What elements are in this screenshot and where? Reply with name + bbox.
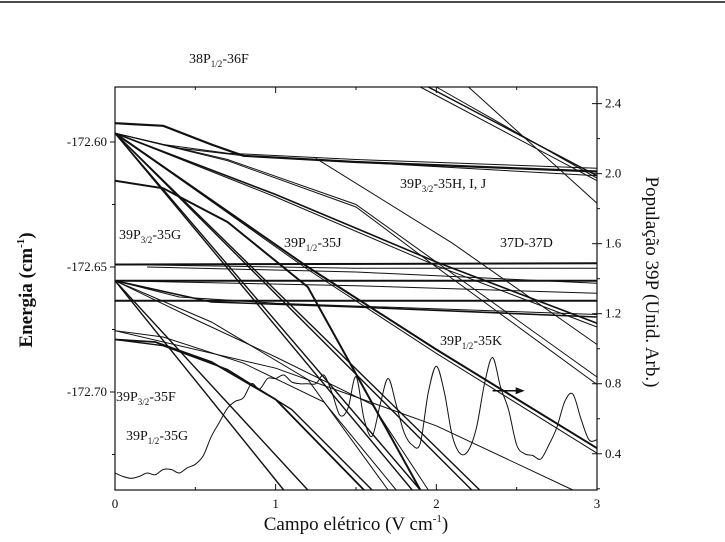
annotation-39p32-35g: 39P3/2-35G (119, 228, 181, 245)
energy-level-curve-23 (114, 280, 309, 491)
y2-axis-title: População 39P (Unid. Arb.) (641, 177, 662, 388)
energy-level-curve-30 (420, 86, 598, 182)
energy-level-curve-24 (114, 280, 429, 491)
x-tick-label: 1 (272, 496, 279, 511)
annotation-39p12-35g: 39P1/2-35G (126, 429, 188, 446)
energy-level-curve-27 (114, 338, 373, 491)
energy-levels (114, 86, 598, 491)
energy-level-curve-28 (114, 330, 397, 491)
energy-level-curve-33 (468, 86, 598, 204)
population-series-line (114, 356, 598, 479)
annotation-38p-36f: 38P1/2-36F (189, 52, 249, 69)
energy-level-curve-8 (114, 132, 598, 385)
energy-level-curve-13 (114, 132, 481, 491)
annotation-39p12-35j: 39P1/2-35J (284, 236, 342, 253)
energy-level-curve-26 (114, 338, 365, 491)
axis-ticks: 0 1 2 3 -172.60 -172.65 -172.70 2.4 2.0 1.6 1.2 0.8… (67, 87, 622, 511)
energy-level-curve-31 (427, 86, 598, 177)
energy-level-curve-29 (114, 330, 574, 491)
y-tick-label: -172.60 (67, 134, 107, 149)
energy-level-curve-5 (114, 132, 598, 325)
energy-level-curve-7 (114, 132, 598, 378)
right-axis-arrow (492, 387, 525, 395)
y2-tick-label: 1.2 (605, 306, 621, 321)
arrow-head-icon (515, 387, 525, 395)
y-tick-label: -172.70 (67, 384, 107, 399)
energy-level-curve-34 (315, 157, 598, 345)
energy-level-curve-11 (114, 132, 421, 491)
energy-level-curve-15 (114, 264, 597, 269)
annotation-37d-37d: 37D-37D (500, 236, 553, 251)
energy-level-curve-0 (114, 122, 598, 173)
y2-tick-label: 2.4 (605, 96, 622, 111)
y2-tick-label: 1.6 (605, 236, 622, 251)
annotation-39p12-35k: 39P1/2-35K (440, 334, 502, 351)
energy-level-curve-10 (114, 132, 413, 491)
energy-level-curve-12 (114, 132, 473, 491)
annotation-39p-35hij: 39P3/2-35H, I, J (400, 177, 487, 194)
annotation-39p32-35f: 39P3/2-35F (116, 390, 176, 407)
x-tick-label: 2 (433, 496, 440, 511)
energy-level-curve-6 (114, 132, 598, 328)
energy-level-curve-21 (114, 279, 598, 318)
energy-level-curve-18 (114, 280, 598, 294)
energy-level-curve-22 (114, 280, 285, 491)
y-tick-label: -172.65 (67, 259, 107, 274)
x-tick-label: 0 (112, 496, 119, 511)
energy-level-curve-9 (114, 179, 422, 491)
y2-tick-label: 2.0 (605, 166, 621, 181)
y2-tick-label: 0.8 (605, 376, 621, 391)
y-axis-title: Energia (cm-1) (15, 232, 37, 347)
energy-level-curve-16 (147, 266, 598, 284)
energy-level-curve-20 (114, 280, 598, 315)
x-tick-label: 3 (594, 496, 601, 511)
energy-level-curve-14 (114, 262, 598, 266)
x-axis-title: Campo elétrico (V cm-1) (264, 513, 449, 535)
energy-level-curve-4 (114, 132, 598, 454)
energy-level-curve-25 (114, 280, 389, 491)
energy-level-curve-32 (436, 86, 598, 179)
y2-tick-label: 0.4 (605, 446, 622, 461)
